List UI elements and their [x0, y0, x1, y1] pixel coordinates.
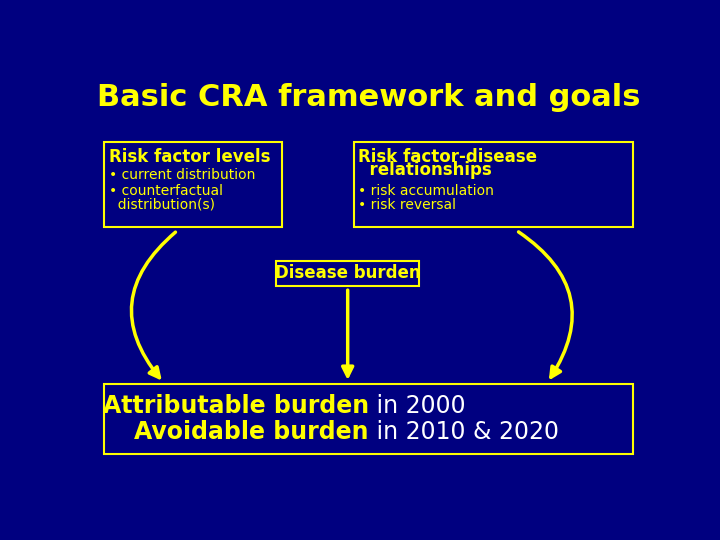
- Text: relationships: relationships: [358, 161, 492, 179]
- Text: • risk reversal: • risk reversal: [358, 198, 456, 212]
- Text: Risk factor levels: Risk factor levels: [109, 148, 270, 166]
- Text: Attributable burden: Attributable burden: [103, 394, 369, 418]
- FancyBboxPatch shape: [104, 384, 632, 454]
- Text: distribution(s): distribution(s): [109, 197, 215, 211]
- Text: • current distribution: • current distribution: [109, 168, 255, 182]
- Text: • risk accumulation: • risk accumulation: [358, 184, 494, 198]
- FancyBboxPatch shape: [104, 142, 282, 226]
- FancyBboxPatch shape: [276, 261, 419, 286]
- Text: Disease burden: Disease burden: [275, 265, 420, 282]
- FancyBboxPatch shape: [354, 142, 632, 226]
- Text: Basic CRA framework and goals: Basic CRA framework and goals: [97, 83, 641, 112]
- Text: • counterfactual: • counterfactual: [109, 184, 222, 198]
- Text: Avoidable burden: Avoidable burden: [135, 420, 369, 444]
- Text: Risk factor-disease: Risk factor-disease: [358, 148, 537, 166]
- Text: in 2010 & 2020: in 2010 & 2020: [369, 420, 559, 444]
- Text: in 2000: in 2000: [369, 394, 466, 418]
